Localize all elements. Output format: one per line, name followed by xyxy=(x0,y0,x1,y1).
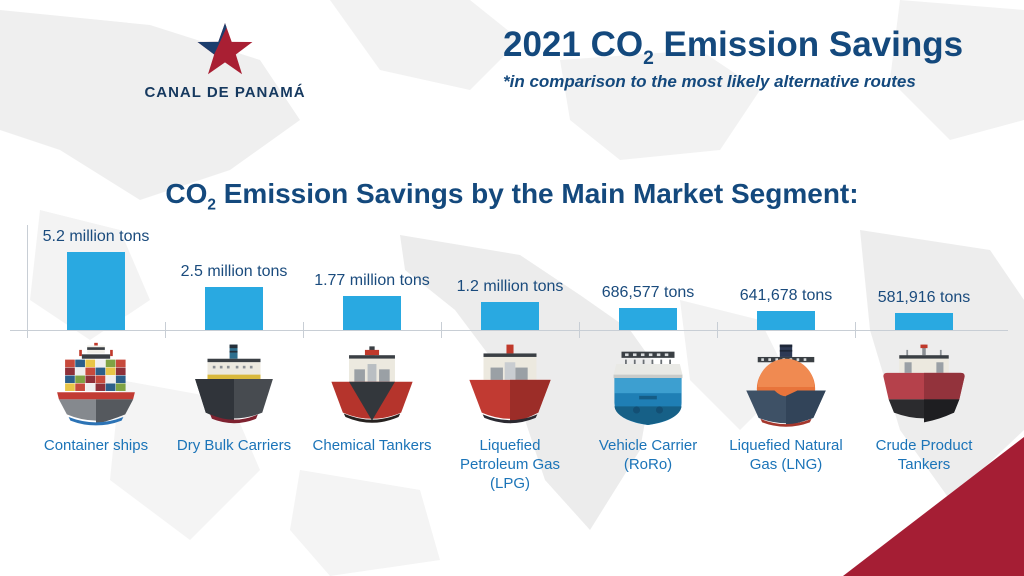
segment-dry-bulk-carriers: 2.5 million tons xyxy=(165,225,303,493)
bar-crude-product-tankers xyxy=(895,313,953,330)
bar-roro xyxy=(619,308,677,330)
category-label: Dry Bulk Carriers xyxy=(176,437,292,454)
brand-name: CANAL DE PANAMÁ xyxy=(144,84,306,101)
canal-star-icon xyxy=(197,23,253,75)
chemical-tanker-icon xyxy=(303,330,441,434)
page-subtitle: *in comparison to the most likely altern… xyxy=(503,72,916,92)
bar-value-label: 2.5 million tons xyxy=(180,263,288,280)
segment-container-ships: 5.2 million tons xyxy=(27,225,165,493)
vehicle-carrier-icon xyxy=(579,330,717,434)
bar-value-label: 1.77 million tons xyxy=(314,272,430,289)
category-label: Vehicle Carrier (RoRo) xyxy=(598,437,698,473)
category-label: Liquefied Petroleum Gas (LPG) xyxy=(459,437,561,492)
bar-value-label: 1.2 million tons xyxy=(456,278,564,295)
segment-lng: 641,678 tons Li xyxy=(717,225,855,493)
category-label: Liquefied Natural Gas (LNG) xyxy=(729,437,843,473)
bar-value-label: 5.2 million tons xyxy=(42,228,150,245)
segment-roro: 686,577 tons xyxy=(579,225,717,493)
x-axis-line xyxy=(10,330,1008,331)
category-label: Container ships xyxy=(43,437,149,454)
container-ship-icon xyxy=(27,330,165,434)
bar-chemical-tankers xyxy=(343,296,401,330)
segment-crude-product-tankers: 581,916 tons xyxy=(855,225,993,493)
header: 2021 CO2 Emission Savings *in comparison… xyxy=(503,25,1008,92)
crude-product-tanker-icon xyxy=(855,330,993,434)
bar-container-ships xyxy=(67,252,125,330)
segment-lpg: 1.2 million tons Liquefied P xyxy=(441,225,579,493)
bar-dry-bulk-carriers xyxy=(205,287,263,330)
category-label: Crude Product Tankers xyxy=(875,437,973,473)
dry-bulk-carrier-icon xyxy=(165,330,303,434)
bar-value-label: 641,678 tons xyxy=(739,287,833,304)
lng-tanker-icon xyxy=(717,330,855,434)
bar-lng xyxy=(757,311,815,330)
canal-de-panama-logo: CANAL DE PANAMÁ xyxy=(140,22,310,101)
segment-chemical-tankers: 1.77 million tons xyxy=(303,225,441,493)
category-label: Chemical Tankers xyxy=(312,437,432,454)
bar-value-label: 686,577 tons xyxy=(601,284,695,301)
page-title: 2021 CO2 Emission Savings xyxy=(503,25,964,69)
bar-lpg xyxy=(481,302,539,330)
chart-title: CO2 Emission Savings by the Main Market … xyxy=(165,178,859,214)
bar-value-label: 581,916 tons xyxy=(877,289,971,306)
lpg-tanker-icon xyxy=(441,330,579,434)
